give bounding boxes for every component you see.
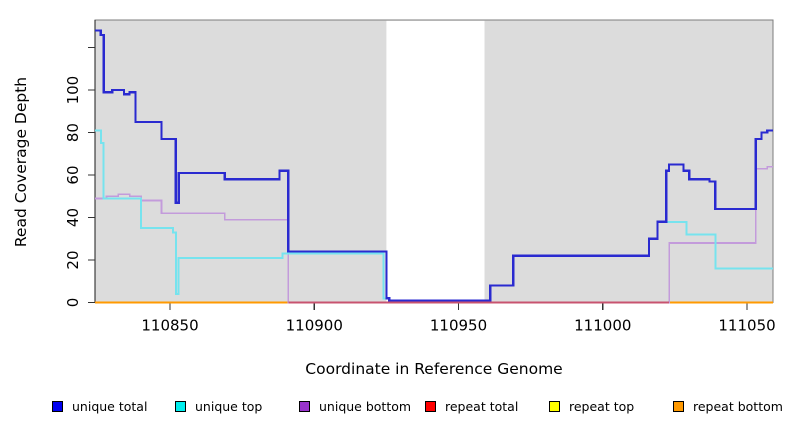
legend-item-label: repeat top [569, 398, 635, 414]
y-tick-label: 0 [64, 298, 82, 308]
legend-item-label: repeat total [445, 398, 519, 414]
legend-item-unique-bottom: unique bottom [299, 396, 411, 416]
x-tick-label: 111050 [718, 317, 775, 335]
x-tick-label: 110950 [430, 317, 487, 335]
legend-swatch-icon [549, 400, 560, 412]
legend-swatch-icon [299, 400, 310, 412]
legend-item-label: unique bottom [319, 398, 412, 414]
chart-legend: unique total unique top unique bottom repea… [0, 396, 792, 420]
legend-item-unique-top: unique top [175, 396, 262, 416]
y-tick-label: 100 [64, 76, 82, 105]
y-axis-label: Read Coverage Depth [12, 76, 30, 248]
legend-item-label: unique total [72, 398, 148, 414]
legend-swatch-icon [175, 400, 186, 412]
y-tick-label: 40 [64, 208, 82, 227]
gap-region [386, 20, 485, 303]
x-tick-label: 110850 [141, 317, 198, 335]
legend-item-label: unique top [195, 398, 263, 414]
legend-swatch-icon [673, 400, 684, 412]
legend-item-repeat-bottom: repeat bottom [673, 396, 783, 416]
legend-swatch-icon [52, 400, 63, 412]
y-tick-label: 20 [64, 250, 82, 269]
y-tick-label: 80 [64, 123, 82, 142]
x-axis-label: Coordinate in Reference Genome [305, 360, 563, 378]
y-tick-label: 60 [64, 166, 82, 185]
x-tick-label: 111000 [574, 317, 631, 335]
x-tick-label: 110900 [286, 317, 343, 335]
series-unique-total [95, 29, 773, 302]
legend-swatch-icon [425, 400, 436, 412]
legend-item-unique-total: unique total [52, 396, 147, 416]
legend-item-repeat-total: repeat total [425, 396, 518, 416]
legend-item-repeat-top: repeat top [549, 396, 634, 416]
legend-item-label: repeat bottom [693, 398, 783, 414]
